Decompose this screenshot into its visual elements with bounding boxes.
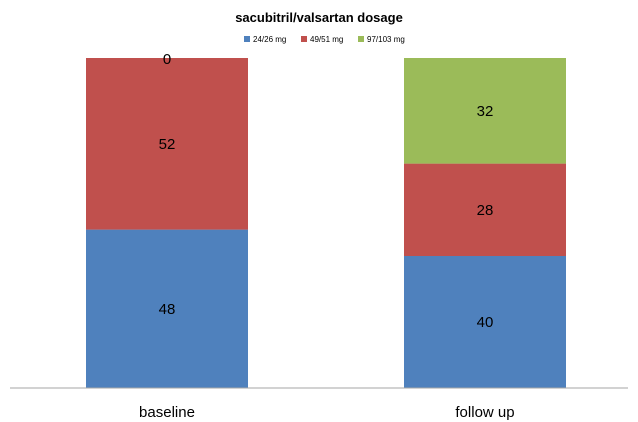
data-label: 52	[159, 136, 176, 153]
bar-segment	[404, 163, 566, 256]
bars: 48 52 0 40 28 32	[86, 51, 566, 388]
legend-swatch	[358, 36, 364, 42]
data-label: 40	[477, 314, 494, 331]
legend-swatch	[301, 36, 307, 42]
legend-label: 49/51 mg	[310, 35, 343, 44]
bar-segment	[404, 256, 566, 388]
chart-title: sacubitril/valsartan dosage	[235, 10, 403, 25]
data-label: 48	[159, 301, 176, 318]
category-label: baseline	[139, 404, 195, 421]
legend: 24/26 mg 49/51 mg 97/103 mg	[244, 35, 405, 44]
data-label: 32	[477, 103, 494, 120]
bar-segment	[404, 58, 566, 164]
bar-segment	[86, 58, 248, 230]
category-label: follow up	[455, 404, 514, 421]
legend-label: 97/103 mg	[367, 35, 405, 44]
legend-label: 24/26 mg	[253, 35, 286, 44]
data-label: 0	[163, 51, 171, 68]
data-label: 28	[477, 202, 494, 219]
legend-swatch	[244, 36, 250, 42]
bar-segment	[86, 229, 248, 388]
category-labels: baseline follow up	[139, 404, 515, 421]
